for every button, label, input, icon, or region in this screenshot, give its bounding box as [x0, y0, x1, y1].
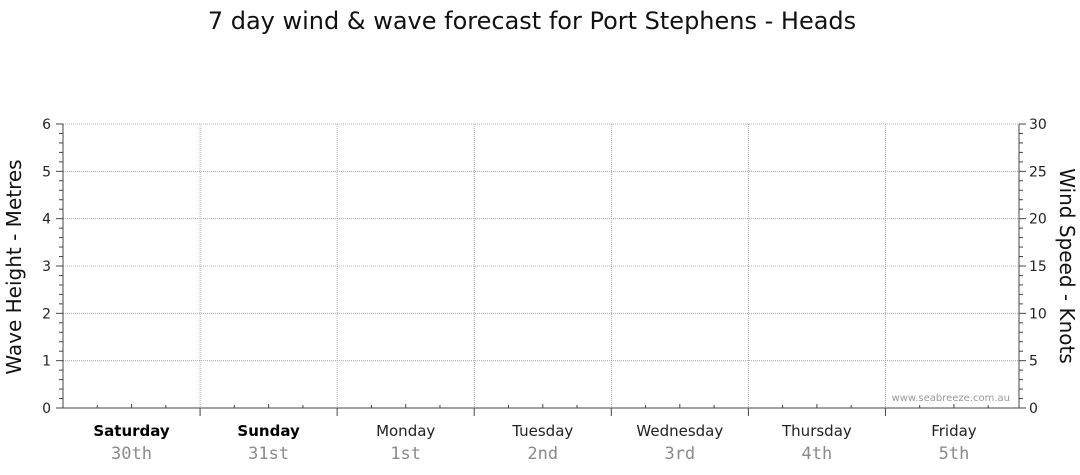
right-tick-label: 15 — [1029, 259, 1047, 275]
day-date-label: 3rd — [664, 444, 695, 464]
chart-title: 7 day wind & wave forecast for Port Step… — [208, 7, 856, 35]
right-tick-label: 5 — [1029, 354, 1038, 370]
tick-labels: 0 1 2 3 4 5 6 0 5 10 15 20 25 30 — [42, 117, 1047, 417]
day-name-label: Wednesday — [636, 422, 723, 440]
left-tick-label: 5 — [42, 164, 51, 180]
day-date-label: 1st — [390, 444, 421, 464]
day-name-label: Tuesday — [511, 422, 573, 440]
right-tick-label: 20 — [1029, 212, 1047, 228]
left-tick-label: 2 — [42, 306, 51, 322]
day-name-label: Saturday — [93, 422, 170, 440]
day-date-label: 2nd — [527, 444, 558, 464]
axes — [56, 123, 1026, 416]
right-tick-label: 30 — [1029, 117, 1047, 133]
day-name-label: Sunday — [237, 422, 300, 440]
day-name-label: Friday — [931, 422, 977, 440]
left-tick-label: 3 — [42, 259, 51, 275]
day-name-label: Monday — [376, 422, 435, 440]
day-name-label: Thursday — [781, 422, 852, 440]
grid-lines — [63, 123, 1019, 408]
day-date-label: 30th — [111, 444, 152, 464]
right-tick-label: 25 — [1029, 164, 1047, 180]
day-date-label: 4th — [802, 444, 833, 464]
day-date-label: 5th — [939, 444, 970, 464]
day-date-label: 31st — [248, 444, 289, 464]
right-tick-label: 0 — [1029, 401, 1038, 417]
right-tick-label: 10 — [1029, 306, 1047, 322]
left-tick-label: 6 — [42, 117, 51, 133]
day-labels: Saturday 30th Sunday 31st Monday 1st Tuesday 2n… — [93, 422, 976, 464]
watermark: www.seabreeze.com.au — [892, 393, 1010, 404]
left-tick-label: 4 — [42, 212, 51, 228]
right-axis-title: Wind Speed - Knots — [1055, 168, 1079, 364]
left-tick-label: 1 — [42, 354, 51, 370]
left-axis-title: Wave Height - Metres — [2, 159, 26, 374]
left-tick-label: 0 — [42, 401, 51, 417]
